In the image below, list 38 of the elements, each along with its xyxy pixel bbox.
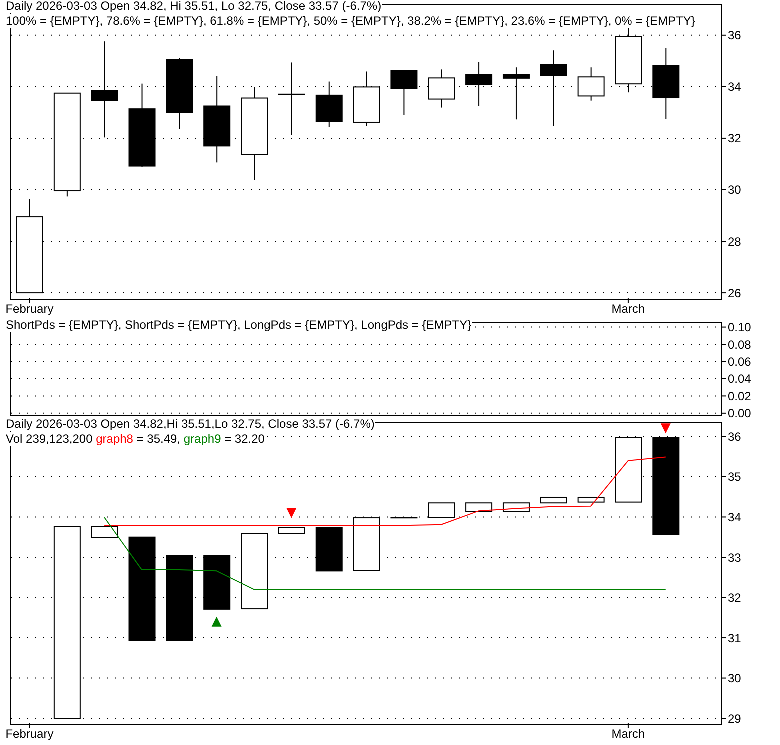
x-tick-label: February — [6, 302, 54, 316]
y-tick-label: 36 — [728, 28, 742, 43]
annotation: = 35.49, — [136, 432, 181, 446]
y-tick-label: 0.02 — [728, 389, 752, 404]
text: graph8 — [96, 432, 134, 446]
y-tick-label: 0.06 — [728, 355, 752, 370]
y-tick-label: 32 — [728, 132, 742, 146]
annotation: = 32.20 — [224, 432, 265, 446]
y-tick-label: 0.04 — [728, 372, 752, 386]
text: graph9 — [184, 432, 222, 446]
y-tick-label: 0.08 — [728, 338, 752, 352]
annotation: ShortPds = {EMPTY}, ShortPds = {EMPTY}, LongPds = {EMPTY}, LongPds = {EMPTY} — [6, 318, 472, 332]
point — [212, 616, 222, 627]
y-tick-label: 32 — [728, 591, 742, 606]
point — [286, 508, 297, 518]
y-tick-label: 26 — [728, 286, 742, 300]
x-tick-label: March — [612, 302, 646, 316]
y-tick-label: 29 — [728, 712, 742, 726]
y-tick-label: 34 — [728, 80, 742, 94]
y-tick-label: 0.00 — [728, 406, 752, 421]
x-tick-label: March — [612, 727, 646, 741]
y-tick-label: 30 — [728, 672, 742, 686]
y-tick-label: 0.10 — [728, 320, 752, 335]
y-tick-label: 33 — [728, 550, 742, 565]
y-tick-label: 34 — [728, 510, 742, 524]
chart-title: Daily 2026-03-03 Open 34.82,Hi 35.51,Lo 32.75, Close 33.57 (-6.7%) — [6, 417, 375, 431]
y-tick-label: 36 — [728, 430, 742, 444]
y-tick-label: 35 — [728, 470, 742, 484]
y-tick-label: 28 — [728, 234, 742, 249]
x-tick-label: February — [6, 727, 54, 741]
line-series — [104, 517, 666, 590]
annotation: Vol 239,123,200 — [6, 432, 93, 446]
point — [660, 424, 671, 434]
annotation: 100% = {EMPTY}, 78.6% = {EMPTY}, 61.8% = {EMPTY}, 50% = {EMPTY}, 38.2% = {EMPTY}, 23.6% = {EMPTY}, 0% = {EMPTY} — [6, 14, 696, 28]
y-tick-label: 31 — [728, 631, 742, 646]
line-series — [104, 456, 666, 526]
chart-title: Daily 2026-03-03 Open 34.82, Hi 35.51, Lo 32.75, Close 33.57 (-6.7%) — [6, 0, 382, 13]
y-tick-label: 30 — [728, 183, 742, 198]
